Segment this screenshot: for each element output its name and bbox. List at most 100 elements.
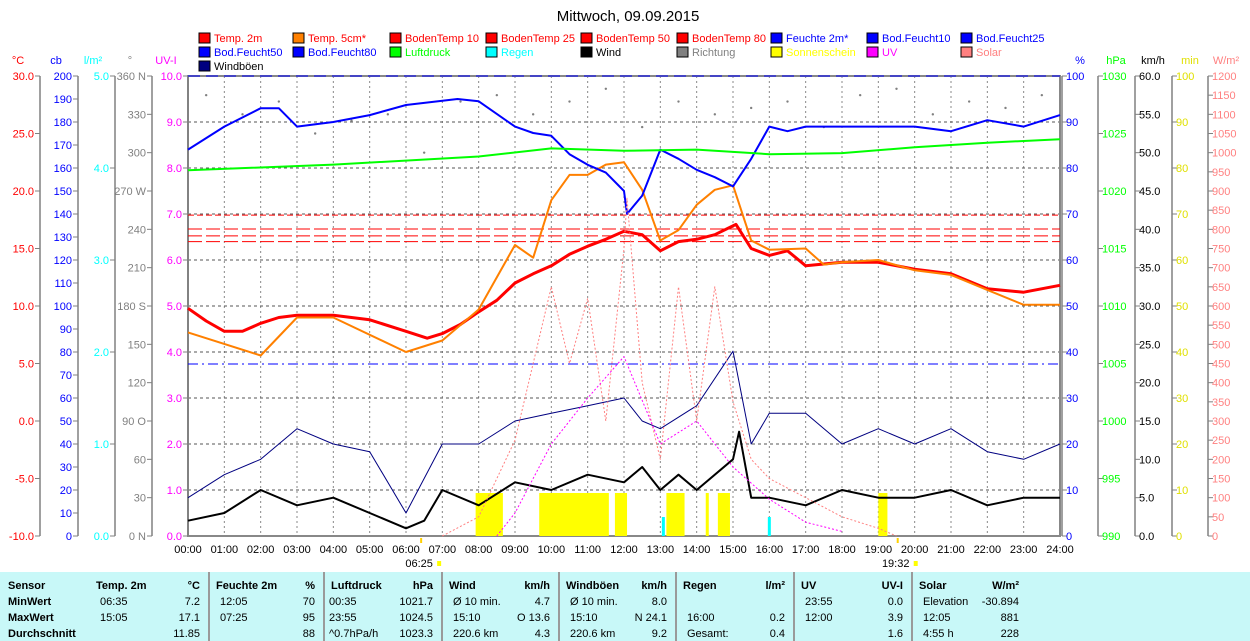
axis-tick-label: 150 <box>54 186 72 198</box>
stats-cell: Windböen <box>566 580 620 592</box>
stats-cell: 0.2 <box>769 612 785 624</box>
axis-tick-label: 1015 <box>1102 244 1126 256</box>
x-tick-label: 04:00 <box>320 544 348 556</box>
x-tick-label: 18:00 <box>828 544 856 556</box>
axis-tick-label: 80 <box>1176 163 1188 175</box>
axis-tick-label: 90 <box>1176 117 1188 129</box>
x-tick-label: 12:00 <box>610 544 638 556</box>
sunset-label: 19:32 <box>882 558 910 570</box>
legend-swatch <box>580 32 593 44</box>
stats-cell: O 13.6 <box>516 612 550 624</box>
axis-tick-label: 5.0 <box>1139 493 1154 505</box>
axis-tick-label: 90 O <box>122 416 146 428</box>
stats-cell: 12:05 <box>220 596 248 608</box>
stats-cell: 17.1 <box>178 612 200 624</box>
axis-tick-label: 30 <box>1176 393 1188 405</box>
axis-tick-label: 60 <box>1066 255 1078 267</box>
axis-tick-label: 0 <box>1212 531 1218 543</box>
stats-cell: 23:55 <box>329 612 357 624</box>
axis-tick-label: 0.0 <box>94 531 109 543</box>
stats-cell: N 24.1 <box>634 612 667 624</box>
chart-title: Mittwoch, 09.09.2015 <box>557 8 700 25</box>
legend-label: Temp. 2m <box>214 33 262 45</box>
axis-tick-label: 20.0 <box>1139 378 1160 390</box>
axis-tick-label: 110 <box>54 278 72 290</box>
direction-point <box>967 100 971 103</box>
stats-cell: 4.3 <box>534 628 550 640</box>
axis-tick-label: 200 <box>1212 454 1230 466</box>
axis-tick-label: 20 <box>60 485 72 497</box>
axis-tick-label: 90 <box>1066 117 1078 129</box>
axis-tick-label: 180 S <box>117 301 146 313</box>
axis-tick-label: 600 <box>1212 301 1230 313</box>
axis-unit-temp: °C <box>12 55 24 67</box>
axis-tick-label: 1150 <box>1212 90 1236 102</box>
stats-cell: Luftdruck <box>331 580 382 592</box>
axis-tick-label: 2.0 <box>94 347 109 359</box>
axis-tick-label: 270 W <box>114 186 146 198</box>
axis-tick-label: 900 <box>1212 186 1230 198</box>
stats-cell: 16:00 <box>687 612 715 624</box>
legend-swatch <box>676 32 689 44</box>
axis-tick-label: 400 <box>1212 378 1230 390</box>
axis-tick-label: 0 <box>1176 531 1182 543</box>
axis-tick-label: 10 <box>60 508 72 520</box>
stats-cell: °C <box>187 580 200 592</box>
stats-cell: 12:00 <box>805 612 833 624</box>
axis-tick-label: 80 <box>60 347 72 359</box>
axis-tick-label: 190 <box>54 94 72 106</box>
series-feuchte-2m- <box>187 98 1061 215</box>
sunshine-bar <box>614 493 628 536</box>
legend-swatch <box>770 46 783 58</box>
legend-label: Bod.Feucht25 <box>976 33 1045 45</box>
axis-tick-label: 30.0 <box>1139 301 1160 313</box>
stats-cell: Ø 10 min. <box>453 596 501 608</box>
axis-tick-label: 240 <box>128 224 146 236</box>
direction-point <box>604 87 608 90</box>
axis-tick-label: 5.0 <box>19 359 34 371</box>
direction-point <box>858 93 862 97</box>
grid <box>187 75 1061 537</box>
stats-cell: 12:05 <box>923 612 951 624</box>
direction-point <box>568 100 571 103</box>
axis-tick-label: 300 <box>1212 416 1230 428</box>
axis-tick-label: 160 <box>54 163 72 175</box>
stats-cell: W/m² <box>992 580 1019 592</box>
axis-tick-label: 10.0 <box>13 301 34 313</box>
legend-swatch <box>676 46 689 58</box>
axis-tick-label: 750 <box>1212 244 1230 256</box>
axis-tick-label: 1.0 <box>94 439 109 451</box>
legend-swatch <box>198 60 211 72</box>
x-tick-label: 11:00 <box>574 544 601 556</box>
sunshine-bar <box>705 493 709 536</box>
legend-label: Bod.Feucht50 <box>214 47 283 59</box>
axis-tick-label: 850 <box>1212 205 1230 217</box>
x-tick-label: 10:00 <box>538 544 566 556</box>
x-tick-label: 15:00 <box>719 544 747 556</box>
axis-tick-label: 25.0 <box>13 129 34 141</box>
stats-column: Sensor MinWert MaxWert Durchschnitt <box>0 572 88 641</box>
axis-tick-label: 550 <box>1212 320 1230 332</box>
stats-cell: 06:35 <box>100 596 128 608</box>
legend-label: Feuchte 2m* <box>786 33 849 45</box>
axis-tick-label: 120 <box>128 378 146 390</box>
stats-cell: 23:55 <box>805 596 833 608</box>
axis-tick-label: 5.0 <box>94 71 109 83</box>
axis-unit-solar: W/m² <box>1213 55 1240 67</box>
axis-tick-label: 1025 <box>1102 129 1126 141</box>
legend-label: Luftdruck <box>405 47 451 59</box>
axis-tick-label: 25.0 <box>1139 339 1160 351</box>
stats-cell: 1024.5 <box>399 612 433 624</box>
axis-tick-label: 200 <box>54 71 72 83</box>
axis-tick-label: 15.0 <box>1139 416 1160 428</box>
legend-swatch <box>770 32 783 44</box>
axis-tick-label: 40.0 <box>1139 224 1160 236</box>
x-tick-label: 09:00 <box>501 544 529 556</box>
direction-point <box>749 106 753 110</box>
axis-tick-label: 70 <box>60 370 72 382</box>
stats-cell: UV-I <box>881 580 903 592</box>
x-tick-label: 00:00 <box>174 544 202 556</box>
axis-tick-label: 60.0 <box>1139 71 1160 83</box>
stats-column: Wind km/h Ø 10 min. 4.7 15:10 O 13.6 220.6 km 4… <box>443 572 560 641</box>
axis-tick-label: 250 <box>1212 435 1230 447</box>
